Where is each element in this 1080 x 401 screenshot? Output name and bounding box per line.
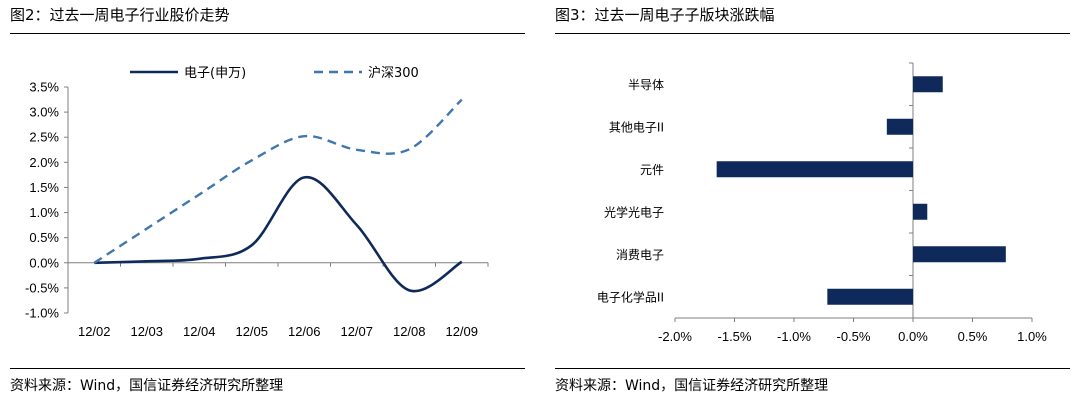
series-line-electronics	[94, 176, 463, 293]
line-x-tick-label: 12/04	[183, 324, 216, 339]
bar-category-label: 电子化学品II	[597, 289, 664, 304]
line-y-tick-label: 1.5%	[29, 180, 59, 195]
bar-x-tick-label: 0.0%	[898, 329, 928, 344]
bar-x-tick-label: -1.5%	[718, 329, 752, 344]
right-figure-title: 图3：过去一周电子子版块涨跌幅	[555, 6, 775, 24]
left-figure-title: 图2：过去一周电子行业股价走势	[10, 6, 230, 24]
bar-x-tick-label: -1.0%	[777, 329, 811, 344]
line-x-tick-label: 12/09	[445, 324, 478, 339]
line-x-tick-label: 12/06	[288, 324, 321, 339]
bar-category-label: 半导体	[628, 78, 664, 92]
bar-x-tick-label: 1.0%	[1017, 329, 1047, 344]
bar-chart: -2.0% -1.5% -1.0% -0.5% 0.0% 0.5% 1.0% 半导体其他电子I…	[597, 62, 1047, 344]
right-source-rule	[555, 368, 1070, 369]
left-source-note: 资料来源：Wind，国信证券经济研究所整理	[10, 378, 284, 394]
legend-label: 电子(申万)	[184, 66, 246, 81]
bar	[886, 118, 913, 135]
right-source-note: 资料来源：Wind，国信证券经济研究所整理	[555, 378, 829, 394]
bar-x-tick-label: 0.5%	[958, 329, 988, 344]
line-x-tick-label: 12/05	[235, 324, 268, 339]
bar-category-label: 消费电子	[616, 248, 664, 262]
bar	[913, 203, 928, 220]
line-y-tick-label: -0.5%	[25, 280, 59, 295]
bar-category-label: 光学光电子	[604, 204, 664, 219]
line-y-tick-label: 3.5%	[29, 80, 59, 95]
line-y-tick-label: 0.5%	[29, 230, 59, 245]
bar	[913, 246, 1006, 263]
left-title-rule	[10, 33, 525, 34]
bar	[827, 288, 913, 305]
left-source-rule	[10, 368, 525, 369]
bar-category-label: 元件	[640, 163, 664, 177]
bar-category-label: 其他电子II	[609, 120, 664, 134]
line-x-tick-label: 12/02	[78, 324, 111, 339]
line-y-tick-label: 1.0%	[29, 205, 59, 220]
bar-x-tick-label: -2.0%	[658, 329, 692, 344]
bar	[913, 76, 943, 93]
line-y-tick-label: 2.0%	[29, 155, 59, 170]
bar	[716, 161, 913, 178]
line-chart: 3.5% 3.0% 2.5% 2.0% 1.5% 1.0% 0.5% 0.0% -0.5% -1.…	[25, 65, 489, 339]
line-x-tick-label: 12/03	[130, 324, 163, 339]
line-y-tick-label: 0.0%	[29, 255, 59, 270]
line-x-tick-label: 12/07	[340, 324, 373, 339]
line-y-tick-label: 2.5%	[29, 130, 59, 145]
legend-label: 沪深300	[368, 65, 419, 81]
line-x-tick-label: 12/08	[393, 324, 426, 339]
line-y-tick-label: 3.0%	[29, 105, 59, 120]
right-title-rule	[555, 33, 1070, 34]
line-y-tick-label: -1.0%	[25, 306, 59, 321]
bar-x-tick-label: -0.5%	[837, 329, 871, 344]
